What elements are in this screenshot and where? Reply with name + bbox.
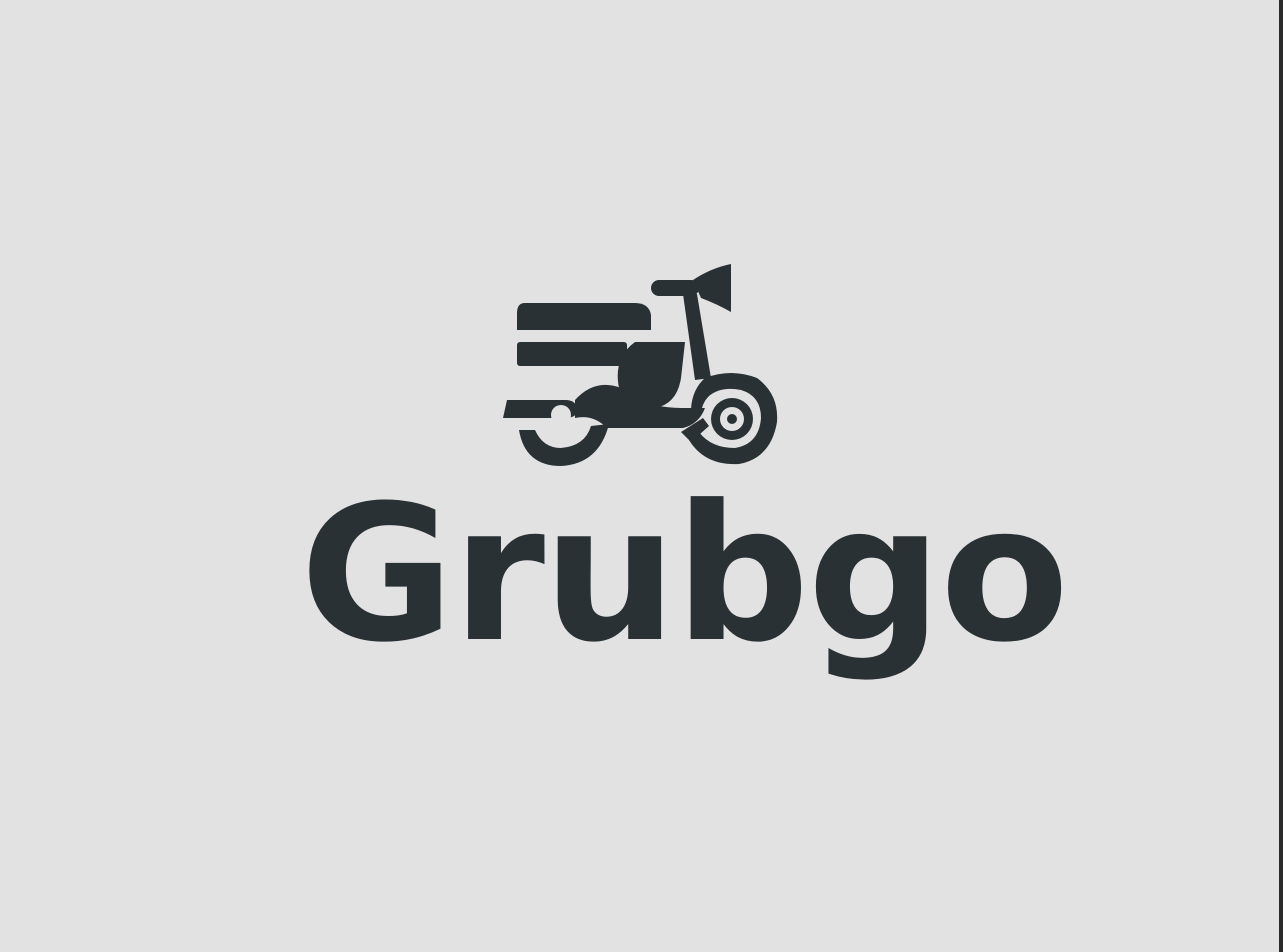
window-edge [1279,0,1283,952]
brand-wordmark: Grubgo [300,465,1069,684]
scooter-icon [503,264,778,466]
